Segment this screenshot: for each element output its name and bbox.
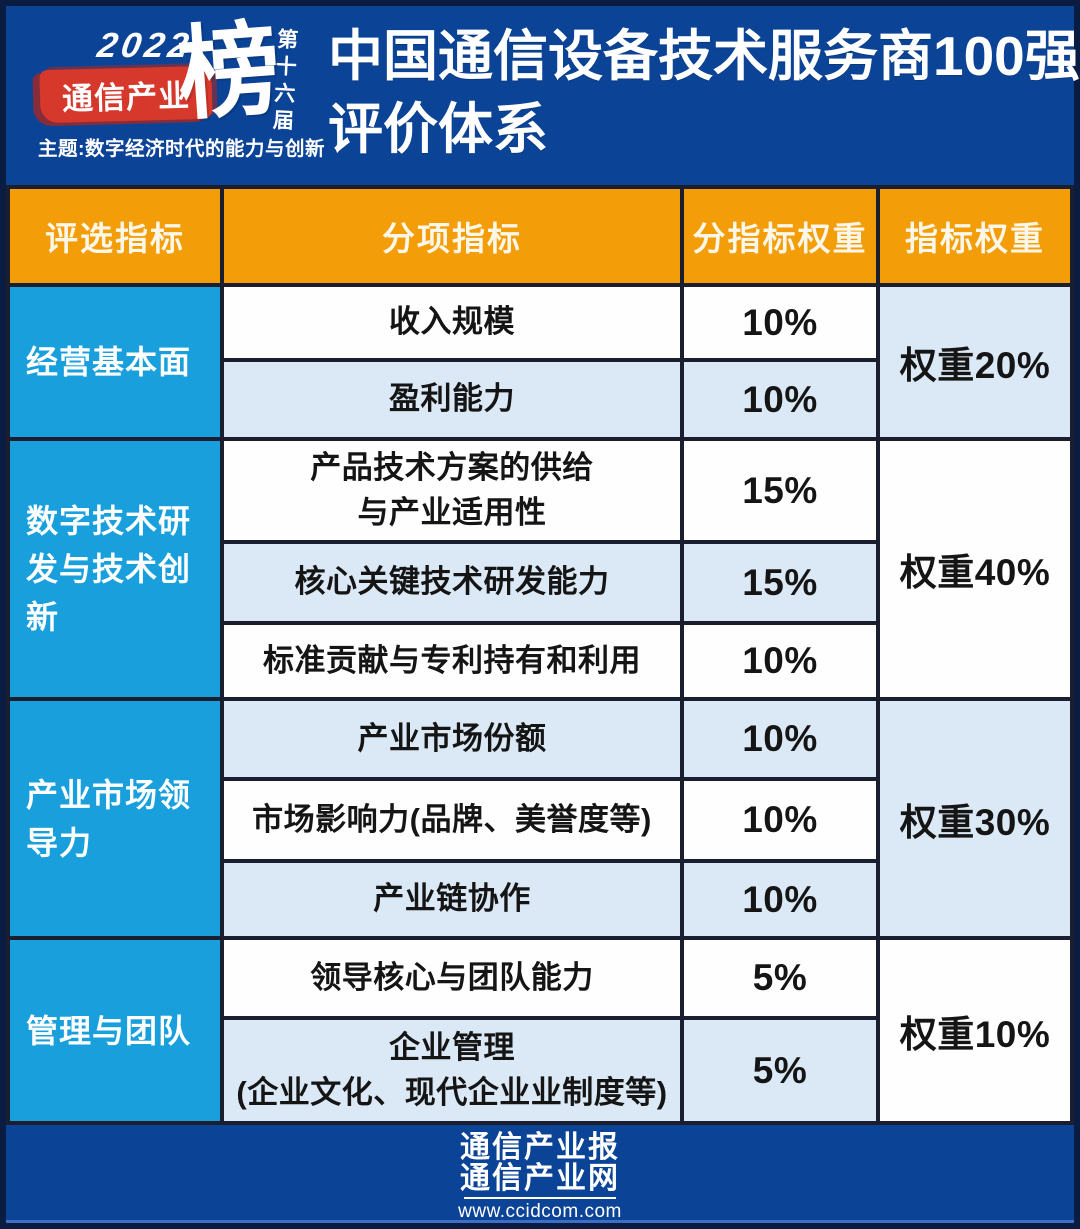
col-header-selection-indicator: 评选指标 <box>10 189 220 283</box>
page-title-line2: 评价体系 <box>328 97 549 160</box>
col-header-sub-indicator: 分项指标 <box>224 189 680 283</box>
logo-bang-character: 榜 <box>174 11 284 133</box>
footer-band: 通信产业报 通信产业网 www.ccidcom.com <box>6 1125 1074 1223</box>
indicator-line: 产业市场份额 <box>357 720 547 756</box>
indicator-cell: 产业链协作 <box>224 863 680 936</box>
indicator-cell: 盈利能力 <box>224 362 680 437</box>
group-cell-operating-fundamentals: 经营基本面 <box>10 287 220 437</box>
footer-publication-name: 通信产业报 <box>460 1131 620 1164</box>
footer-divider <box>464 1197 616 1199</box>
indicator-line: 核心关键技术研发能力 <box>294 564 610 600</box>
sub-weight-cell: 10% <box>684 287 876 358</box>
sub-weight-cell: 10% <box>684 701 876 777</box>
event-logo: 2022 通信产业 榜 第十六届 主题:数字经济时代的能力与创新 <box>34 12 330 172</box>
logo-brand-text: 通信产业 <box>61 78 191 117</box>
indicator-cell: 产业市场份额 <box>224 701 680 777</box>
evaluation-table: 评选指标 分项指标 分指标权重 指标权重 经营基本面 收入规模 10% 盈利能力… <box>6 185 1074 1125</box>
sub-weight-cell: 10% <box>684 863 876 936</box>
sub-weight-cell: 15% <box>684 441 876 540</box>
indicator-line: (企业文化、现代企业业制度等) <box>236 1074 668 1110</box>
indicator-line: 产业链协作 <box>373 881 531 917</box>
footer-url: www.ccidcom.com <box>458 1201 622 1222</box>
group-weight-cell: 权重10% <box>880 940 1070 1121</box>
group-cell-market-leadership: 产业市场领导力 <box>10 701 220 936</box>
indicator-line: 企业管理 <box>389 1029 515 1065</box>
col-header-sub-weight: 分指标权重 <box>684 189 876 283</box>
logo-theme-text: 主题:数字经济时代的能力与创新 <box>38 138 325 160</box>
group-cell-digital-tech-rnd: 数字技术研发与技术创新 <box>10 441 220 697</box>
indicator-line: 标准贡献与专利持有和利用 <box>263 642 641 678</box>
indicator-line: 收入规模 <box>389 304 515 340</box>
indicator-cell: 领导核心与团队能力 <box>224 940 680 1016</box>
sub-weight-cell: 5% <box>684 940 876 1016</box>
sub-weight-cell: 10% <box>684 781 876 859</box>
sub-weight-cell: 10% <box>684 362 876 437</box>
page-title: 中国通信设备技术服务商100强 评价体系 <box>328 20 1080 165</box>
group-cell-management-team: 管理与团队 <box>10 940 220 1121</box>
indicator-cell: 产品技术方案的供给 与产业适用性 <box>224 441 680 540</box>
indicator-cell: 核心关键技术研发能力 <box>224 544 680 621</box>
indicator-cell: 市场影响力(品牌、美誉度等) <box>224 781 680 859</box>
indicator-cell: 收入规模 <box>224 287 680 358</box>
page-title-line1: 中国通信设备技术服务商100强 <box>328 25 1080 87</box>
indicator-line: 盈利能力 <box>389 381 515 417</box>
group-weight-cell: 权重40% <box>880 441 1070 697</box>
footer-website-name: 通信产业网 <box>460 1162 620 1195</box>
group-weight-cell: 权重20% <box>880 287 1070 437</box>
indicator-line: 产品技术方案的供给 <box>310 449 594 485</box>
indicator-line: 与产业适用性 <box>357 494 547 530</box>
indicator-line: 市场影响力(品牌、美誉度等) <box>252 801 652 837</box>
header-band: 2022 通信产业 榜 第十六届 主题:数字经济时代的能力与创新 中国通信设备技… <box>6 6 1080 185</box>
indicator-line: 领导核心与团队能力 <box>310 959 594 995</box>
sub-weight-cell: 10% <box>684 625 876 697</box>
col-header-indicator-weight: 指标权重 <box>880 189 1070 283</box>
group-weight-cell: 权重30% <box>880 701 1070 936</box>
sub-weight-cell: 15% <box>684 544 876 621</box>
indicator-cell: 标准贡献与专利持有和利用 <box>224 625 680 697</box>
sub-weight-cell: 5% <box>684 1020 876 1121</box>
indicator-cell: 企业管理 (企业文化、现代企业业制度等) <box>224 1020 680 1121</box>
